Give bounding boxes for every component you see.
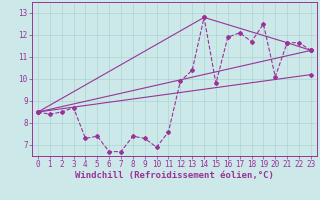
X-axis label: Windchill (Refroidissement éolien,°C): Windchill (Refroidissement éolien,°C) — [75, 171, 274, 180]
